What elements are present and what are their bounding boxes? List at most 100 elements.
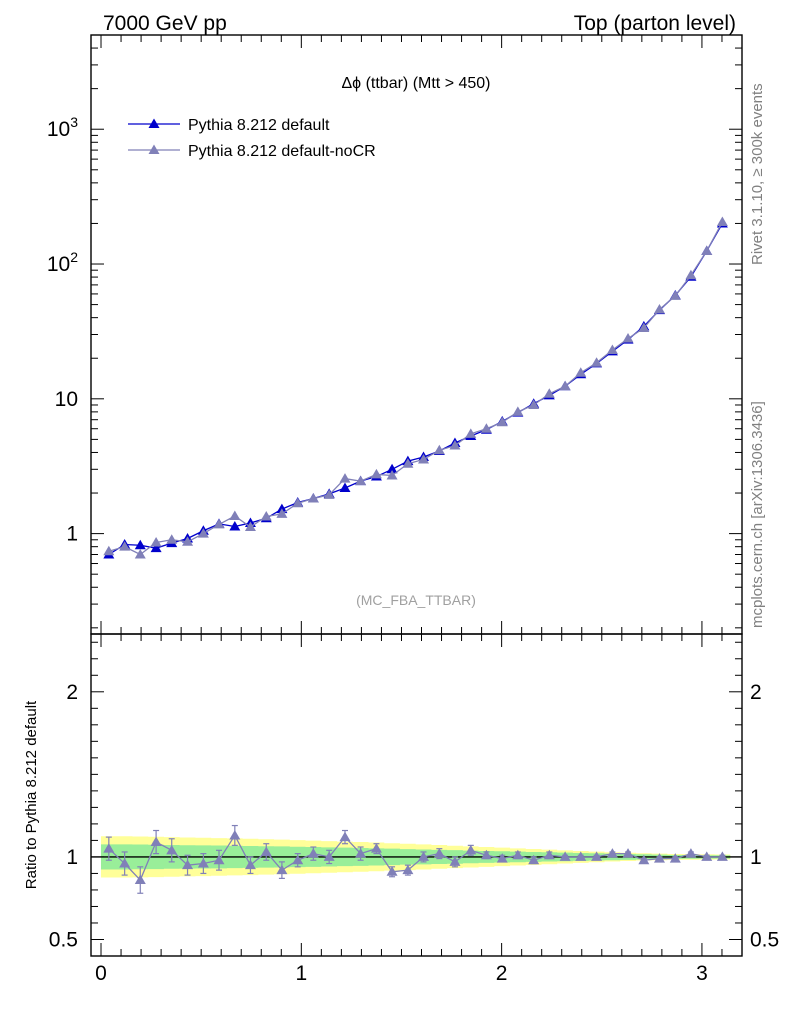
ratio-point <box>386 866 398 876</box>
series-point-1 <box>449 440 461 450</box>
main-y-tick-label: 103 <box>47 114 78 141</box>
ratio-point <box>260 846 272 856</box>
ratio-panel: 0.5 0.5 1 1 2 2 0 1 2 3 Ratio to Pythia 8.212 de… <box>23 633 779 985</box>
series-point-1 <box>323 489 335 499</box>
series-point-1 <box>355 475 367 486</box>
series-point-1 <box>276 508 288 518</box>
series-point-1 <box>669 290 681 300</box>
ratio-point <box>119 858 131 868</box>
series-point-1 <box>307 493 319 503</box>
legend-label-nocr: Pythia 8.212 default-noCR <box>188 143 376 160</box>
ratio-point <box>685 848 697 858</box>
ratio-point <box>323 851 335 861</box>
ratio-point <box>402 864 414 875</box>
series-point-1 <box>465 428 477 438</box>
series-point-1 <box>496 416 508 427</box>
series-line-0 <box>108 223 723 556</box>
ratio-series <box>103 824 728 894</box>
series-point-1 <box>653 303 665 314</box>
series-point-1 <box>386 469 398 480</box>
ratio-point <box>559 851 571 861</box>
main-y-tick-label: 1 <box>66 523 78 546</box>
series-point-1 <box>528 399 540 409</box>
ratio-point <box>244 859 256 870</box>
ratio-point <box>134 874 146 885</box>
main-series <box>103 216 728 559</box>
series-point-1 <box>559 380 571 391</box>
series-point-1 <box>512 406 524 416</box>
ratio-point <box>543 849 555 860</box>
main-y-tick-label: 102 <box>47 249 78 276</box>
main-plot-title: Δϕ (ttbar) (Mtt > 450) <box>341 75 490 92</box>
ratio-point <box>307 848 319 858</box>
analysis-watermark: (MC_FBA_TTBAR) <box>356 592 476 608</box>
ratio-axis-ticks <box>91 634 742 957</box>
ratio-y-tick-label-left: 2 <box>66 681 78 704</box>
series-point-0 <box>339 482 351 492</box>
series-point-1 <box>182 536 194 546</box>
ratio-point <box>433 848 445 858</box>
series-point-0 <box>229 520 241 531</box>
mcplots-label: mcplots.cern.ch [arXiv:1306.3436] <box>749 401 766 628</box>
legend-entry-default: Pythia 8.212 default <box>128 117 330 134</box>
ratio-point <box>103 843 115 853</box>
main-y-tick-label-base: 10 <box>47 253 70 276</box>
main-panel: Δϕ (ttbar) (Mtt > 450) (MC_FBA_TTBAR) 1 1… <box>47 34 743 635</box>
ratio-point <box>575 851 587 861</box>
series-point-1 <box>701 245 713 255</box>
ratio-point <box>496 853 508 863</box>
ratio-point <box>276 864 288 875</box>
ratio-point <box>480 849 492 860</box>
series-point-1 <box>638 322 650 333</box>
ratio-x-tick-labels: 0 1 2 3 <box>95 962 708 985</box>
ratio-point <box>512 849 524 860</box>
ratio-y-tick-label-right: 2 <box>750 681 762 704</box>
ratio-point <box>339 831 351 842</box>
header-left-title: 7000 GeV pp <box>103 12 227 35</box>
series-point-1 <box>150 536 162 547</box>
series-point-1 <box>606 344 618 355</box>
ratio-point <box>213 854 225 865</box>
legend-marker-nocr <box>148 144 160 154</box>
series-point-1 <box>229 510 241 521</box>
ratio-point <box>669 853 681 863</box>
ratio-y-tick-label-right: 1 <box>750 846 762 869</box>
legend-label-default: Pythia 8.212 default <box>188 117 330 134</box>
ratio-point <box>197 858 209 868</box>
series-point-1 <box>339 473 351 483</box>
ratio-point <box>370 843 382 853</box>
series-point-0 <box>134 539 146 550</box>
ratio-point <box>449 856 461 866</box>
legend-entry-nocr: Pythia 8.212 default-noCR <box>128 143 376 160</box>
ratio-point <box>638 854 650 865</box>
series-point-1 <box>260 510 272 521</box>
main-y-tick-label-base: 10 <box>47 118 70 141</box>
ratio-y-tick-label-left: 0.5 <box>49 928 78 951</box>
series-line-1 <box>108 221 723 556</box>
series-point-1 <box>543 388 555 398</box>
ratio-point <box>292 854 304 865</box>
ratio-point <box>653 853 665 863</box>
main-y-tick-label: 10 <box>55 388 78 411</box>
ratio-point <box>701 851 713 861</box>
ratio-uncertainty-bands <box>91 836 742 878</box>
series-point-1 <box>213 518 225 529</box>
legend-marker-default <box>148 118 160 128</box>
ratio-point <box>465 844 477 855</box>
series-point-1 <box>119 541 131 551</box>
ratio-point <box>716 851 728 861</box>
series-point-0 <box>150 542 162 553</box>
series-point-1 <box>433 444 445 455</box>
ratio-y-tick-label-left: 1 <box>66 846 78 869</box>
series-point-1 <box>622 333 634 343</box>
series-point-0 <box>276 503 288 514</box>
series-point-1 <box>197 528 209 538</box>
series-point-1 <box>370 468 382 479</box>
main-y-tick-label-exponent: 2 <box>70 249 78 265</box>
ratio-point <box>606 848 618 858</box>
main-axis-ticks <box>91 34 742 634</box>
ratio-y-tick-labels: 0.5 0.5 1 1 2 2 <box>49 681 779 952</box>
ratio-y-axis-label: Ratio to Pythia 8.212 default <box>23 700 40 889</box>
